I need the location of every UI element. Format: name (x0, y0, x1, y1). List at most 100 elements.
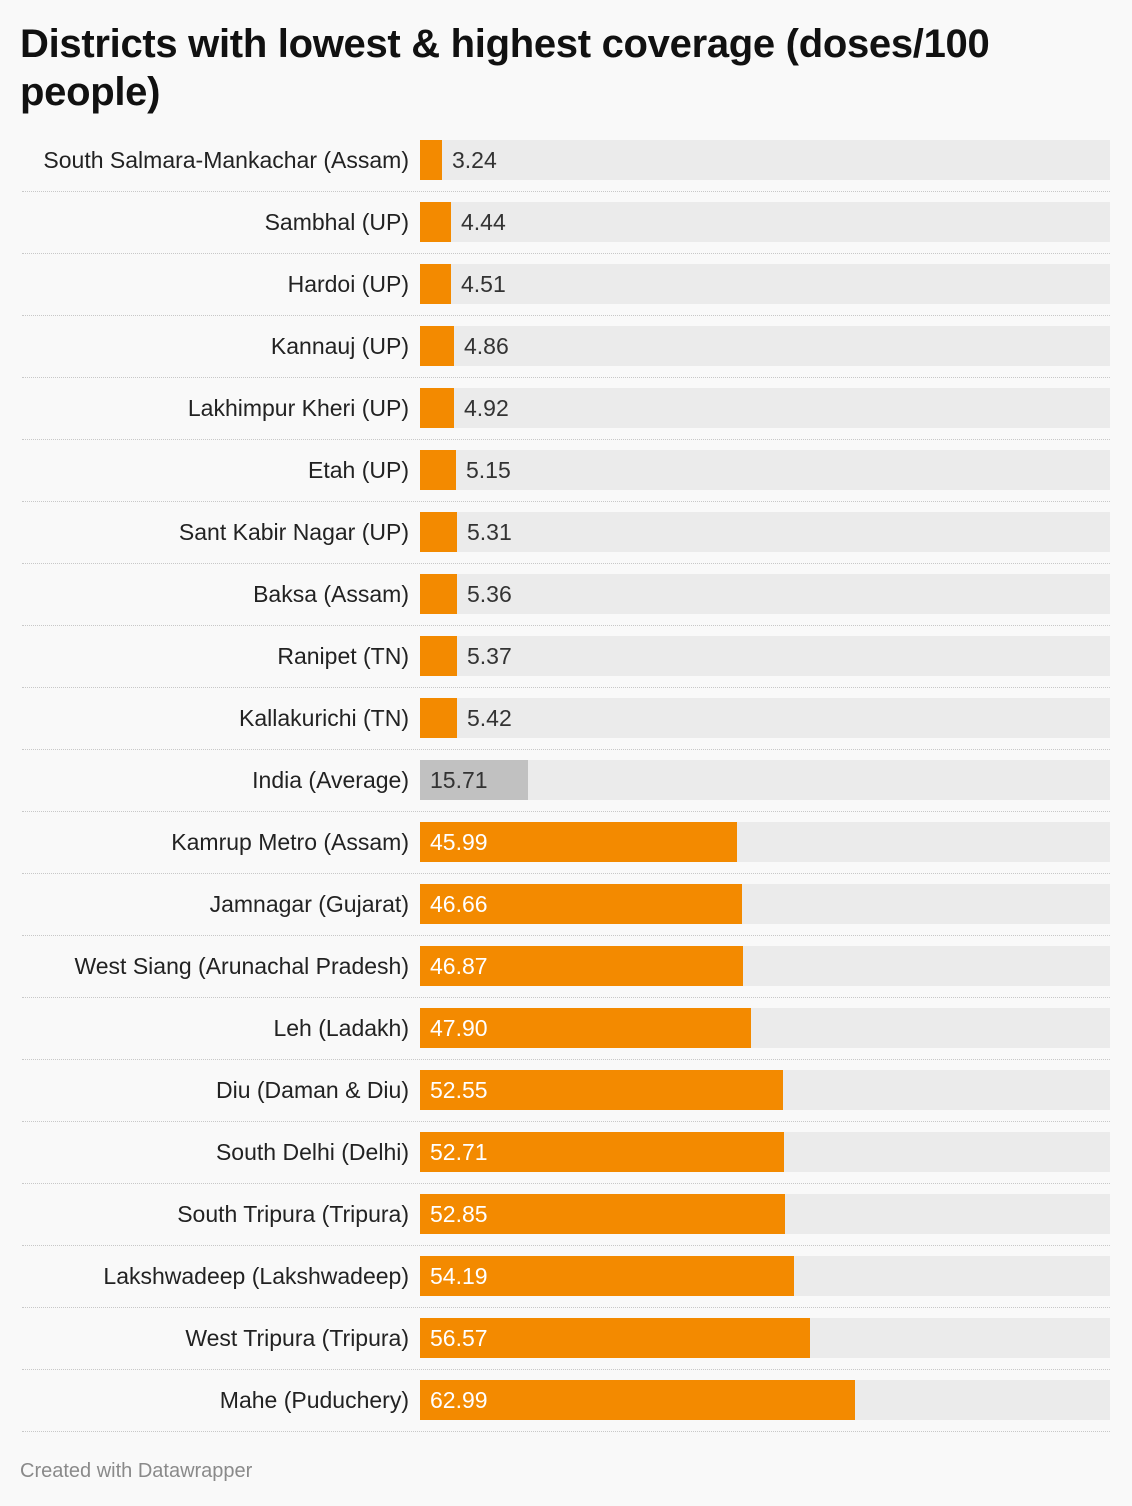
bar-chart: South Salmara-Mankachar (Assam) 3.24 Sambh… (0, 140, 1132, 1442)
value-label: 45.99 (430, 829, 488, 855)
value-label: 52.71 (430, 1139, 488, 1165)
category-label: Baksa (Assam) (253, 581, 409, 607)
bar (420, 1070, 783, 1110)
bar-row: Kallakurichi (TN) 5.42 (0, 698, 1132, 760)
category-label: West Siang (Arunachal Pradesh) (74, 953, 409, 979)
bar (420, 822, 737, 862)
value-label: 46.66 (430, 891, 488, 917)
bar (420, 1256, 794, 1296)
value-label: 3.24 (452, 147, 497, 173)
bar-row: Ranipet (TN) 5.37 (0, 636, 1132, 698)
value-label: 5.36 (467, 581, 512, 607)
value-label: 52.85 (430, 1201, 488, 1227)
bar-row: Diu (Daman & Diu) 52.55 (0, 1070, 1132, 1132)
category-label: Mahe (Puduchery) (219, 1387, 409, 1413)
bar (420, 512, 457, 552)
category-label: Sambhal (UP) (264, 209, 409, 235)
bar-row: West Siang (Arunachal Pradesh) 46.87 (0, 946, 1132, 1008)
bar-row: Leh (Ladakh) 47.90 (0, 1008, 1132, 1070)
value-label: 5.37 (467, 643, 512, 669)
value-label: 5.15 (466, 457, 511, 483)
value-label: 4.44 (461, 209, 506, 235)
credit-text: Created with Datawrapper (20, 1460, 253, 1482)
value-label: 52.55 (430, 1077, 488, 1103)
bar-row: Lakshwadeep (Lakshwadeep) 54.19 (0, 1256, 1132, 1318)
bar (420, 884, 742, 924)
value-label: 62.99 (430, 1387, 488, 1413)
bar (420, 574, 457, 614)
bar-track: 54.19 (420, 1256, 1110, 1296)
category-label: West Tripura (Tripura) (185, 1325, 409, 1351)
bar-track: 4.51 (420, 264, 1110, 304)
chart-title: Districts with lowest & highest coverage… (20, 22, 990, 114)
bar-row: South Delhi (Delhi) 52.71 (0, 1132, 1132, 1194)
category-label: Kannauj (UP) (270, 333, 409, 359)
bar-track: 62.99 (420, 1380, 1110, 1420)
bar (420, 264, 451, 304)
bar-track: 4.86 (420, 326, 1110, 366)
bar-track: 52.71 (420, 1132, 1110, 1172)
bar-row: Mahe (Puduchery) 62.99 (0, 1380, 1132, 1442)
category-label: Diu (Daman & Diu) (216, 1077, 409, 1103)
category-label: Kamrup Metro (Assam) (171, 829, 409, 855)
value-label: 46.87 (430, 953, 488, 979)
bar-track: 47.90 (420, 1008, 1110, 1048)
bar-track: 4.44 (420, 202, 1110, 242)
bar-track: 3.24 (420, 140, 1110, 180)
bar-row: Jamnagar (Gujarat) 46.66 (0, 884, 1132, 946)
bar (420, 140, 442, 180)
bar-row: South Salmara-Mankachar (Assam) 3.24 (0, 140, 1132, 202)
bar (420, 946, 743, 986)
value-label: 4.51 (461, 271, 506, 297)
bar-track: 52.85 (420, 1194, 1110, 1234)
value-label: 56.57 (430, 1325, 488, 1351)
bar-row: Kannauj (UP) 4.86 (0, 326, 1132, 388)
bar-row: Etah (UP) 5.15 (0, 450, 1132, 512)
bar-track: 46.87 (420, 946, 1110, 986)
bar-row: Sant Kabir Nagar (UP) 5.31 (0, 512, 1132, 574)
category-label: Lakshwadeep (Lakshwadeep) (103, 1263, 409, 1289)
category-label: Ranipet (TN) (277, 643, 409, 669)
bar-row: Sambhal (UP) 4.44 (0, 202, 1132, 264)
category-label: Hardoi (UP) (287, 271, 409, 297)
value-label: 4.92 (464, 395, 509, 421)
bar (420, 1318, 810, 1358)
category-label: Leh (Ladakh) (273, 1015, 409, 1041)
bar (420, 326, 454, 366)
category-label: Sant Kabir Nagar (UP) (178, 519, 409, 545)
bar-track: 56.57 (420, 1318, 1110, 1358)
bar (420, 1194, 785, 1234)
bar-row: Hardoi (UP) 4.51 (0, 264, 1132, 326)
bar-row: India (Average) 15.71 (0, 760, 1132, 822)
bar-track: 52.55 (420, 1070, 1110, 1110)
bar (420, 1008, 751, 1048)
category-label: Kallakurichi (TN) (239, 705, 409, 731)
bar-track: 15.71 (420, 760, 1110, 800)
bar-track: 5.31 (420, 512, 1110, 552)
value-label: 54.19 (430, 1263, 488, 1289)
bar-row: Kamrup Metro (Assam) 45.99 (0, 822, 1132, 884)
bar (420, 450, 456, 490)
bar-row: Baksa (Assam) 5.36 (0, 574, 1132, 636)
bar (420, 1132, 784, 1172)
bar-track: 5.37 (420, 636, 1110, 676)
bar-row: Lakhimpur Kheri (UP) 4.92 (0, 388, 1132, 450)
category-label: Etah (UP) (308, 457, 409, 483)
value-label: 4.86 (464, 333, 509, 359)
bar-track: 5.15 (420, 450, 1110, 490)
average-bar (420, 760, 528, 800)
bar-row: West Tripura (Tripura) 56.57 (0, 1318, 1132, 1380)
bar-track: 5.42 (420, 698, 1110, 738)
bar-row: South Tripura (Tripura) 52.85 (0, 1194, 1132, 1256)
category-label: South Delhi (Delhi) (215, 1139, 409, 1165)
value-label: 15.71 (430, 767, 488, 793)
bar (420, 388, 454, 428)
category-label: Lakhimpur Kheri (UP) (187, 395, 409, 421)
category-label: India (Average) (252, 767, 409, 793)
bar-track: 46.66 (420, 884, 1110, 924)
category-label: South Salmara-Mankachar (Assam) (43, 147, 409, 173)
value-label: 5.31 (467, 519, 512, 545)
category-label: Jamnagar (Gujarat) (209, 891, 409, 917)
category-label: South Tripura (Tripura) (177, 1201, 409, 1227)
bar-track: 45.99 (420, 822, 1110, 862)
